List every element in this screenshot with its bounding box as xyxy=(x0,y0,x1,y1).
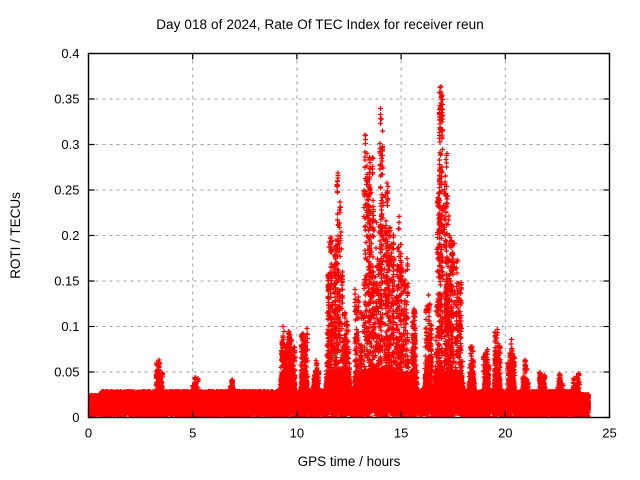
y-tick-label: 0.1 xyxy=(61,319,79,334)
y-tick-label: 0.4 xyxy=(61,46,79,61)
data-points-layer xyxy=(88,84,591,418)
y-tick-label: 0.3 xyxy=(61,137,79,152)
x-tick-label: 25 xyxy=(602,426,616,441)
x-tick-label: 5 xyxy=(189,426,196,441)
page-title: Day 018 of 2024, Rate Of TEC Index for r… xyxy=(156,17,484,32)
y-tick-label: 0 xyxy=(72,410,79,425)
x-tick-label: 10 xyxy=(290,426,304,441)
y-tick-label: 0.15 xyxy=(54,274,79,289)
x-tick-label: 15 xyxy=(394,426,408,441)
x-axis-label: GPS time / hours xyxy=(298,454,401,469)
axis-ticks: 0 0.05 0.1 0.15 0.2 0.25 0.3 0.35 0.4 0 5 10 15 20 25 xyxy=(54,46,617,441)
x-tick-label: 0 xyxy=(85,426,92,441)
scatter-points xyxy=(88,84,591,418)
y-tick-label: 0.05 xyxy=(54,365,79,380)
x-tick-label: 20 xyxy=(498,426,512,441)
y-tick-label: 0.35 xyxy=(54,92,79,107)
y-tick-label: 0.25 xyxy=(54,183,79,198)
y-tick-label: 0.2 xyxy=(61,228,79,243)
y-axis-label: ROTI / TECUs xyxy=(8,192,23,279)
